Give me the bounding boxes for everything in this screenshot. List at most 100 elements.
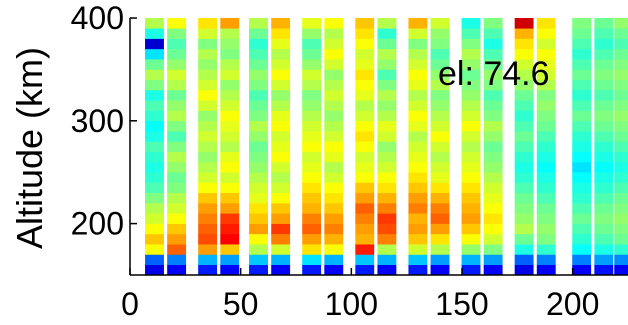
heatmap-cell	[572, 18, 592, 29]
heatmap-cell	[572, 69, 592, 80]
heatmap-cell	[536, 233, 556, 245]
heatmap-cell	[572, 48, 592, 60]
heatmap-cell	[145, 28, 164, 39]
heatmap-cell	[408, 223, 428, 235]
heatmap-cell	[614, 254, 628, 266]
heatmap-cell	[430, 59, 450, 70]
heatmap-cell	[594, 161, 614, 173]
heatmap-cell	[355, 151, 375, 163]
heatmap-cell	[614, 192, 628, 204]
heatmap-cell	[324, 213, 344, 224]
heatmap-cell	[145, 151, 164, 163]
heatmap-cell	[536, 254, 556, 266]
heatmap-cell	[514, 244, 534, 255]
heatmap-cell	[514, 18, 534, 29]
heatmap-cell	[461, 110, 481, 122]
heatmap-cell	[408, 100, 428, 111]
heatmap-cell	[302, 120, 322, 132]
heatmap-cell	[408, 233, 428, 245]
heatmap-cell	[145, 203, 164, 214]
x-tick-label: 150	[435, 286, 488, 322]
heatmap-cell	[594, 100, 614, 111]
heatmap-cell	[302, 192, 322, 204]
heatmap-cell	[249, 244, 268, 255]
heatmap-cell	[536, 182, 556, 194]
heatmap-cell	[377, 59, 397, 70]
heatmap-cell	[377, 131, 397, 142]
heatmap-cell	[249, 192, 268, 204]
heatmap-cell	[594, 59, 614, 70]
heatmap-cell	[167, 141, 187, 152]
heatmap-cell	[377, 182, 397, 194]
heatmap-cell	[461, 18, 481, 29]
heatmap-cell	[377, 100, 397, 111]
heatmap-cell	[536, 59, 556, 70]
heatmap-cell	[271, 151, 291, 163]
heatmap-cell	[536, 131, 556, 142]
heatmap-cell	[167, 151, 187, 163]
heatmap-cell	[430, 213, 450, 224]
heatmap-cell	[514, 233, 534, 245]
heatmap-cell	[198, 120, 218, 132]
heatmap-cell	[167, 48, 187, 60]
heatmap-cell	[536, 38, 556, 50]
heatmap-cell	[536, 244, 556, 255]
heatmap-cell	[198, 172, 218, 183]
heatmap-cell	[430, 79, 450, 91]
heatmap-cell	[198, 59, 218, 70]
heatmap-cell	[572, 38, 592, 50]
heatmap-cell	[430, 151, 450, 163]
heatmap-cell	[461, 151, 481, 163]
heatmap-cell	[408, 69, 428, 80]
heatmap-cell	[220, 203, 240, 214]
heatmap-cell	[614, 69, 628, 80]
heatmap-cell	[198, 213, 218, 224]
heatmap-cell	[271, 223, 291, 235]
heatmap-cell	[249, 38, 268, 50]
heatmap-cell	[614, 18, 628, 29]
heatmap-cell	[302, 131, 322, 142]
heatmap-cell	[430, 69, 450, 80]
heatmap-cell	[408, 213, 428, 224]
heatmap-cell	[198, 233, 218, 245]
heatmap-cell	[377, 172, 397, 183]
heatmap-cell	[220, 254, 240, 266]
heatmap-cell	[614, 172, 628, 183]
heatmap-cell	[430, 182, 450, 194]
heatmap-cell	[614, 120, 628, 132]
heatmap-cell	[430, 161, 450, 173]
heatmap-cell	[483, 79, 503, 91]
heatmap-cell	[514, 69, 534, 80]
heatmap-cell	[461, 48, 481, 60]
heatmap-cell	[614, 233, 628, 245]
heatmap-cell	[355, 131, 375, 142]
heatmap-cell	[167, 213, 187, 224]
heatmap-cell	[483, 141, 503, 152]
heatmap-cell	[572, 203, 592, 214]
heatmap-cell	[594, 110, 614, 122]
heatmap-cell	[302, 18, 322, 29]
heatmap-cell	[594, 182, 614, 194]
heatmap-cell	[324, 264, 344, 276]
heatmap-cell	[220, 28, 240, 39]
heatmap-cell	[536, 48, 556, 60]
heatmap-cell	[594, 254, 614, 266]
heatmap-cell	[461, 79, 481, 91]
heatmap-cell	[461, 264, 481, 276]
heatmap-cell	[198, 182, 218, 194]
heatmap-cell	[536, 69, 556, 80]
heatmap-cell	[408, 244, 428, 255]
heatmap-cell	[461, 59, 481, 70]
heatmap-cell	[536, 223, 556, 235]
heatmap-cell	[167, 120, 187, 132]
heatmap-cell	[198, 203, 218, 214]
heatmap-cell	[430, 100, 450, 111]
heatmap-cell	[271, 79, 291, 91]
heatmap-cell	[198, 100, 218, 111]
heatmap-cell	[614, 131, 628, 142]
heatmap-cell	[594, 192, 614, 204]
heatmap-cell	[572, 79, 592, 91]
heatmap-cell	[355, 182, 375, 194]
heatmap-cell	[302, 89, 322, 101]
